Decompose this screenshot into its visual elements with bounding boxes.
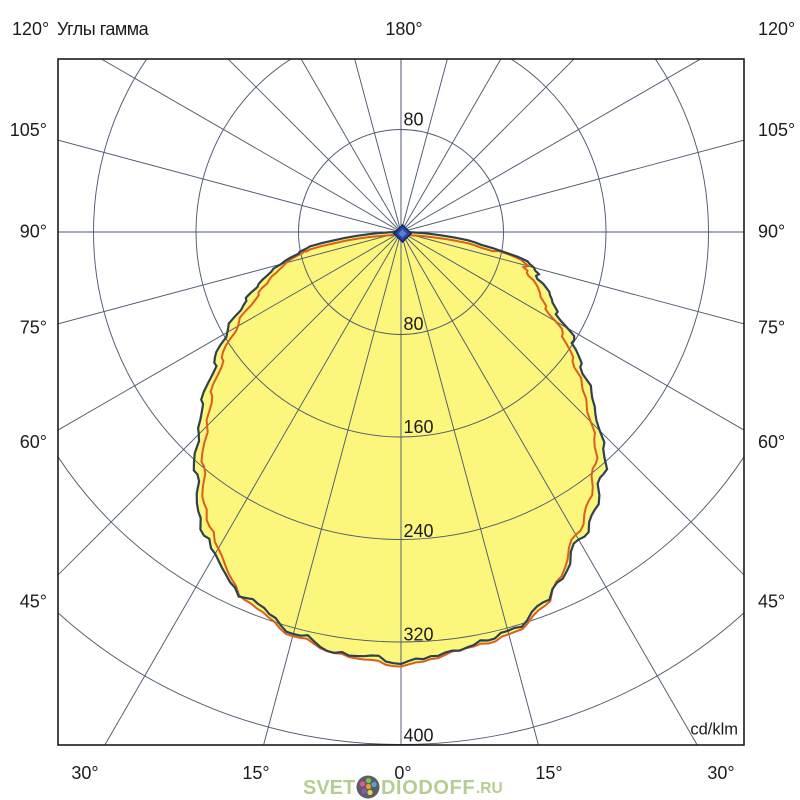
svg-text:400: 400 xyxy=(404,726,434,746)
svg-text:SVET: SVET xyxy=(303,777,355,799)
svg-text:cd/klm: cd/klm xyxy=(690,721,738,739)
svg-text:320: 320 xyxy=(404,625,434,645)
svg-text:75°: 75° xyxy=(20,318,47,338)
svg-text:.RU: .RU xyxy=(476,780,503,797)
svg-text:60°: 60° xyxy=(20,432,47,452)
svg-text:160: 160 xyxy=(404,417,434,437)
svg-text:30°: 30° xyxy=(71,763,98,783)
svg-text:120°: 120° xyxy=(758,19,795,39)
svg-text:15°: 15° xyxy=(535,763,562,783)
svg-text:DIODOFF: DIODOFF xyxy=(381,777,475,799)
svg-text:60°: 60° xyxy=(758,432,785,452)
svg-text:45°: 45° xyxy=(758,592,785,612)
svg-text:15°: 15° xyxy=(242,763,269,783)
svg-text:180°: 180° xyxy=(385,19,422,39)
svg-text:45°: 45° xyxy=(20,592,47,612)
svg-text:Углы гамма: Углы гамма xyxy=(57,19,150,39)
svg-text:90°: 90° xyxy=(20,222,47,242)
svg-text:105°: 105° xyxy=(758,120,795,140)
svg-text:80: 80 xyxy=(404,110,424,130)
svg-text:240: 240 xyxy=(404,521,434,541)
svg-text:120°: 120° xyxy=(12,19,49,39)
svg-text:30°: 30° xyxy=(707,763,734,783)
svg-text:0°: 0° xyxy=(394,763,411,783)
svg-text:75°: 75° xyxy=(758,318,785,338)
svg-text:90°: 90° xyxy=(758,222,785,242)
svg-text:80: 80 xyxy=(404,314,424,334)
svg-text:105°: 105° xyxy=(10,120,47,140)
